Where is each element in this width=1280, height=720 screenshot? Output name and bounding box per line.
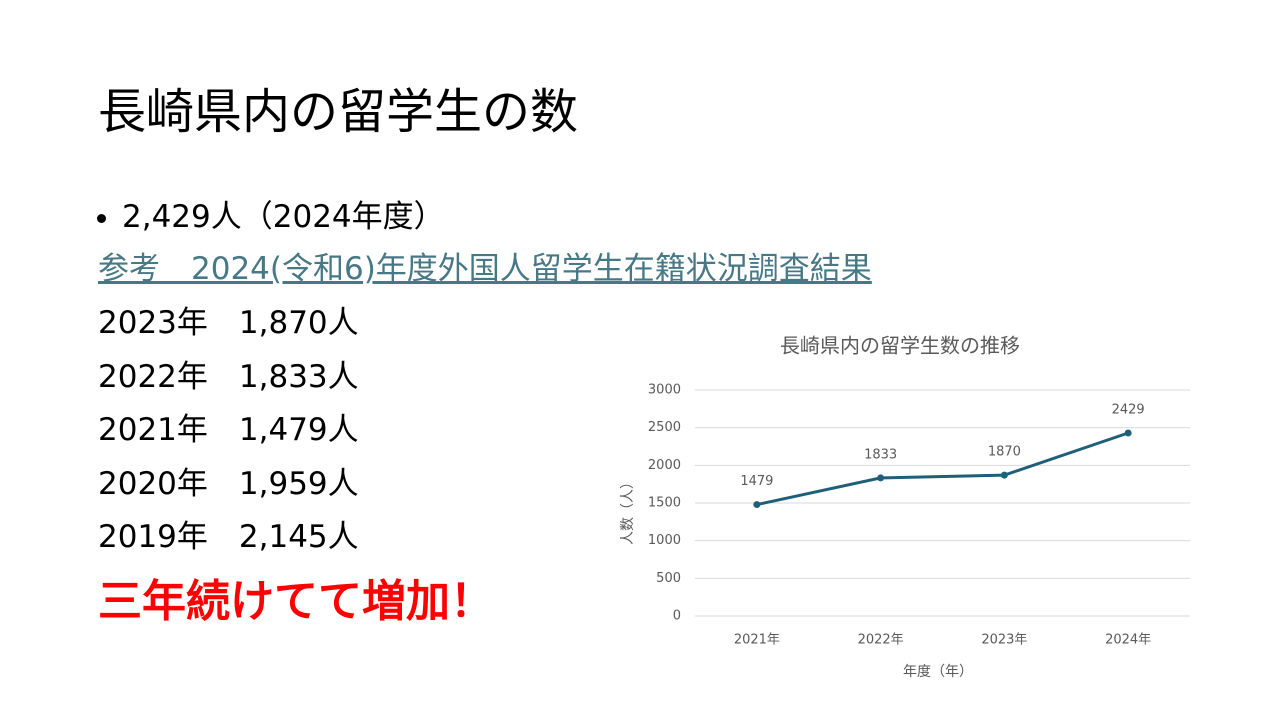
point	[1124, 429, 1132, 437]
x-axis-title: 年度（年）	[903, 664, 973, 680]
point	[877, 474, 885, 482]
history-item: 2020年 1,959人	[98, 465, 359, 502]
data-label: 2429	[1112, 403, 1145, 418]
x-tick-label: 2024年	[1105, 633, 1151, 648]
x-tick-label: 2022年	[858, 633, 904, 648]
y-tick-label: 3000	[648, 383, 681, 398]
y-tick-label: 1000	[648, 533, 681, 548]
data-label: 1833	[864, 447, 897, 462]
x-tick-label: 2023年	[981, 633, 1027, 648]
bullet-list: 2,429人（2024年度）	[98, 190, 445, 244]
history-item: 2019年 2,145人	[98, 519, 359, 555]
y-tick-label: 500	[656, 571, 681, 586]
slide-title: 長崎県内の留学生の数	[98, 84, 579, 140]
data-label: 1870	[988, 445, 1021, 460]
bullet-item: 2,429人（2024年度）	[122, 190, 445, 244]
line	[756, 431, 1129, 507]
x-tick-label: 2021年	[734, 633, 780, 648]
history-item: 2021年 1,479人	[98, 412, 359, 448]
y-tick-label: 2500	[648, 420, 681, 435]
y-tick-label: 1500	[648, 496, 681, 511]
history-item: 2022年 1,833人	[98, 358, 359, 395]
history-item: 2023年 1,870人	[98, 305, 359, 341]
point	[753, 501, 761, 509]
chart-title: 長崎県内の留学生数の推移	[780, 334, 1020, 358]
point	[1000, 471, 1008, 479]
data-label: 1479	[740, 474, 773, 489]
y-axis-title: 人数（人）	[620, 475, 636, 545]
reference-link[interactable]: 参考 2024(令和6)年度外国人留学生在籍状況調査結果	[98, 251, 872, 287]
y-tick-label: 2000	[648, 458, 681, 473]
emphasis-text: 三年続けてて増加！	[98, 576, 494, 627]
y-tick-label: 0	[673, 609, 681, 624]
